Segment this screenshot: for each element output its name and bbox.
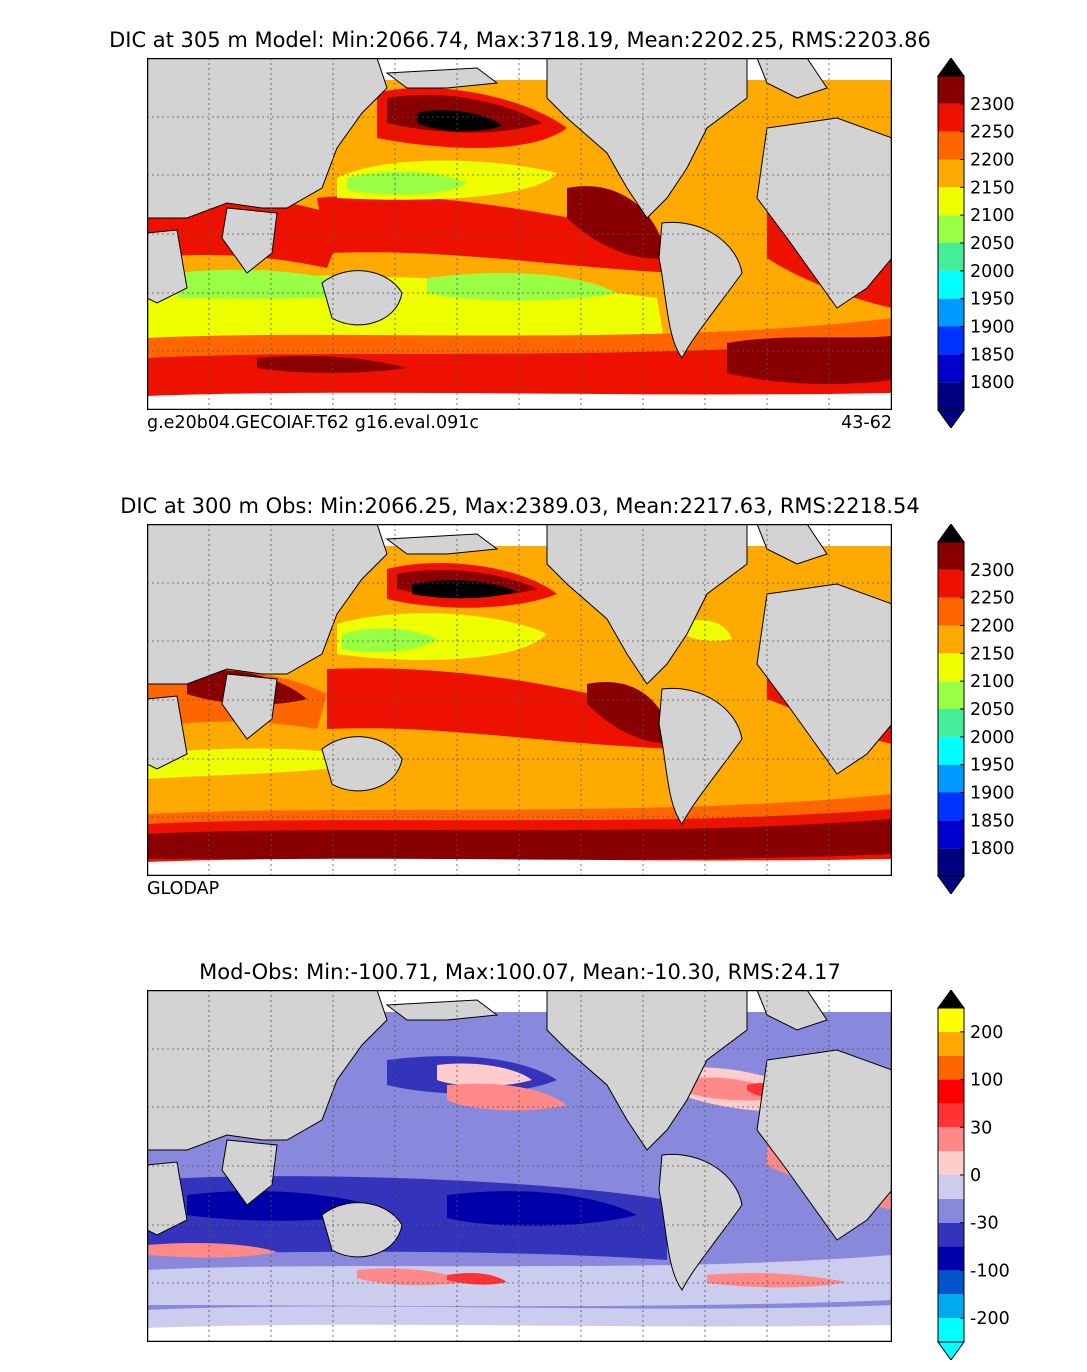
colorbar-segment bbox=[938, 1246, 964, 1271]
colorbar-segment bbox=[938, 792, 964, 821]
colorbar-under-arrow bbox=[937, 1341, 965, 1360]
colorbar-tick-label: 1900 bbox=[970, 318, 1015, 338]
panel2-colorbar: 1800 1850 1900 1950 2000 2050 2100 2150 2200 2250… bbox=[937, 524, 1027, 894]
colorbar-tick-label: 1950 bbox=[970, 290, 1015, 310]
colorbar-tick-label: 2150 bbox=[970, 644, 1015, 664]
colorbar-segment bbox=[938, 1151, 964, 1175]
colorbar-tick-label: 30 bbox=[970, 1118, 992, 1138]
colorbar-segment bbox=[938, 736, 964, 765]
colorbar-segment bbox=[938, 354, 964, 383]
panel3-title: Mod-Obs: Min:-100.71, Max:100.07, Mean:-… bbox=[199, 960, 841, 984]
colorbar-under-arrow bbox=[937, 409, 965, 428]
colorbar-segment bbox=[938, 1055, 964, 1080]
colorbar-segment bbox=[938, 848, 964, 876]
colorbar-segment bbox=[938, 597, 964, 626]
colorbar-tick-label: 0 bbox=[970, 1166, 981, 1186]
colorbar-segment bbox=[938, 625, 964, 654]
colorbar-tick-label: 1850 bbox=[970, 811, 1015, 831]
colorbar-tick-label: 1900 bbox=[970, 784, 1015, 804]
colorbar-tick-label: 2250 bbox=[970, 589, 1015, 609]
colorbar-segment bbox=[938, 1127, 964, 1152]
colorbar-unit-label: mmol m−3 bbox=[1026, 1131, 1027, 1219]
colorbar-segment bbox=[938, 764, 964, 793]
panel1-map bbox=[147, 58, 892, 410]
colorbar-tick-label: 1850 bbox=[970, 345, 1015, 365]
colorbar-segment bbox=[938, 215, 964, 243]
panel2-foot-left: GLODAP bbox=[147, 879, 220, 899]
colorbar-segment bbox=[938, 103, 964, 132]
colorbar-unit-label: mmol m−3 bbox=[1026, 665, 1027, 753]
colorbar-segment bbox=[938, 1079, 964, 1104]
colorbar-segment bbox=[938, 243, 964, 271]
colorbar-tick-label: 100 bbox=[970, 1071, 1003, 1091]
colorbar-tick-label: 2000 bbox=[970, 728, 1015, 748]
colorbar-tick-label: 2300 bbox=[970, 561, 1015, 581]
colorbar-tick-label: 2050 bbox=[970, 700, 1015, 720]
svg-text:mmol m−3: mmol m−3 bbox=[1026, 199, 1027, 287]
colorbar-segment bbox=[938, 298, 964, 327]
colorbar-over-arrow bbox=[937, 524, 965, 543]
colorbar-segment bbox=[938, 709, 964, 737]
colorbar-over-arrow bbox=[937, 990, 965, 1009]
panel1-title: DIC at 305 m Model: Min:2066.74, Max:371… bbox=[109, 28, 931, 52]
colorbar-segment bbox=[938, 1270, 964, 1295]
colorbar-segment bbox=[938, 326, 964, 355]
colorbar-tick-label: 2100 bbox=[970, 206, 1015, 226]
colorbar-segment bbox=[938, 1222, 964, 1247]
colorbar-tick-label: 2250 bbox=[970, 123, 1015, 143]
colorbar-tick-label: -100 bbox=[970, 1261, 1010, 1281]
colorbar-tick-label: 2200 bbox=[970, 617, 1015, 637]
panel2-map bbox=[147, 524, 892, 876]
svg-text:mmol m−3: mmol m−3 bbox=[1026, 1131, 1027, 1219]
colorbar-segment bbox=[938, 187, 964, 216]
panel3-colorbar: -200 -100 -30 0 30 100 200 mmol m−3 bbox=[937, 990, 1027, 1360]
colorbar-tick-label: 200 bbox=[970, 1023, 1003, 1043]
colorbar-segment bbox=[938, 542, 964, 570]
colorbar-segment bbox=[938, 76, 964, 104]
colorbar-segment bbox=[938, 159, 964, 188]
colorbar-segment bbox=[938, 1031, 964, 1056]
colorbar-tick-label: 2000 bbox=[970, 262, 1015, 282]
colorbar-segment bbox=[938, 382, 964, 410]
colorbar-under-arrow bbox=[937, 875, 965, 894]
colorbar-tick-label: 2100 bbox=[970, 672, 1015, 692]
colorbar-tick-label: 1800 bbox=[970, 839, 1015, 859]
colorbar-segment bbox=[938, 1294, 964, 1319]
colorbar-tick-label: 1800 bbox=[970, 373, 1015, 393]
colorbar-tick-label: 2150 bbox=[970, 178, 1015, 198]
panel3-map bbox=[147, 990, 892, 1342]
colorbar-segment bbox=[938, 1198, 964, 1223]
colorbar-unit-label: mmol m−3 bbox=[1026, 199, 1027, 287]
colorbar-tick-label: 2200 bbox=[970, 151, 1015, 171]
panel2-title: DIC at 300 m Obs: Min:2066.25, Max:2389.… bbox=[120, 494, 920, 518]
svg-text:mmol m−3: mmol m−3 bbox=[1026, 665, 1027, 753]
colorbar-segment bbox=[938, 569, 964, 598]
colorbar-segment bbox=[938, 820, 964, 849]
colorbar-tick-label: 2050 bbox=[970, 234, 1015, 254]
colorbar-segment bbox=[938, 1103, 964, 1128]
colorbar-segment bbox=[938, 270, 964, 299]
panel1-foot-left: g.e20b04.GECOIAF.T62 g16.eval.091c bbox=[147, 413, 479, 433]
colorbar-segment bbox=[938, 1318, 964, 1342]
colorbar-segment bbox=[938, 681, 964, 709]
colorbar-tick-label: -200 bbox=[970, 1309, 1010, 1329]
colorbar-segment bbox=[938, 1008, 964, 1032]
colorbar-tick-label: 2300 bbox=[970, 95, 1015, 115]
panel1-colorbar: 1800 1850 1900 1950 2000 2050 2100 2150 2200 2250… bbox=[937, 58, 1027, 428]
colorbar-tick-label: 1950 bbox=[970, 756, 1015, 776]
colorbar-tick-label: -30 bbox=[970, 1214, 999, 1234]
colorbar-segment bbox=[938, 653, 964, 682]
colorbar-segment bbox=[938, 131, 964, 160]
colorbar-over-arrow bbox=[937, 58, 965, 77]
panel1-foot-right: 43-62 bbox=[841, 413, 892, 433]
colorbar-segment bbox=[938, 1175, 964, 1199]
